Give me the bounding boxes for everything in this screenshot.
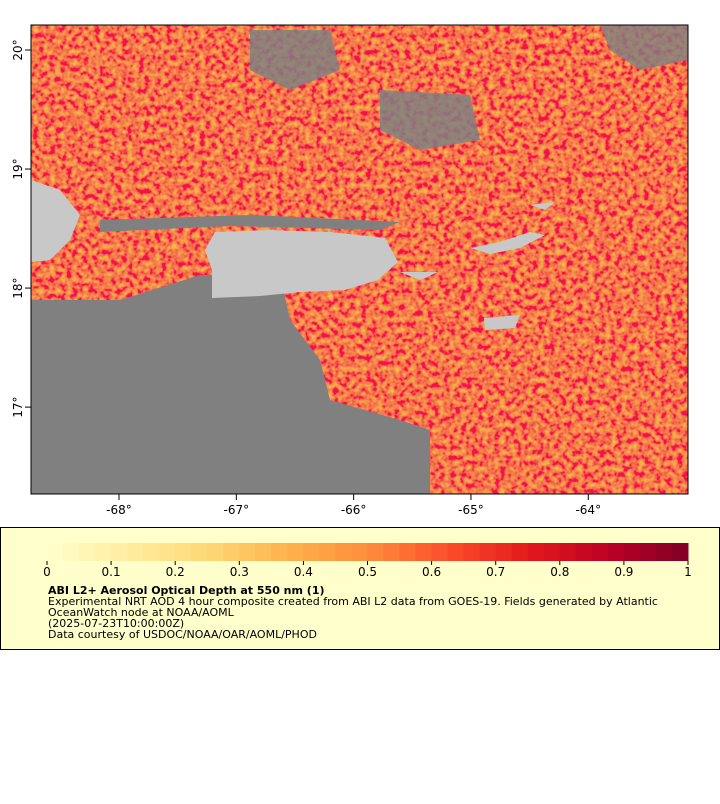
map-raster (31, 25, 688, 494)
island (31, 180, 80, 262)
y-tick-label: 17° (11, 396, 25, 417)
colorbar-tick-label: 1 (684, 565, 692, 579)
colorbar-step (63, 543, 80, 561)
colorbar-step (543, 543, 561, 561)
colorbar-tick-label: 0.3 (230, 565, 249, 579)
colorbar-step (255, 543, 272, 561)
colorbar-step (319, 543, 336, 561)
colorbar-step (367, 543, 385, 561)
x-tick-label: -67° (224, 503, 250, 517)
colorbar-step (447, 543, 465, 561)
colorbar-step (159, 543, 176, 561)
colorbar-step (591, 543, 609, 561)
y-tick-label: 18° (11, 277, 25, 298)
no-data (100, 215, 400, 232)
colorbar-tick-label: 0.4 (294, 565, 313, 579)
colorbar-step (271, 543, 288, 561)
colorbar-tick-label: 0.5 (358, 565, 377, 579)
island (205, 230, 398, 298)
map-frame (30, 24, 689, 495)
y-tick-label: 19° (11, 158, 25, 179)
no-data (31, 275, 430, 494)
colorbar-step (191, 543, 208, 561)
colorbar-tick-label: 0 (43, 565, 51, 579)
colorbar-step (143, 543, 160, 561)
colorbar-tick-label: 0.1 (102, 565, 121, 579)
colorbar-tick-label: 0.2 (166, 565, 185, 579)
colorbar-step (607, 543, 625, 561)
colorbar-step (95, 543, 112, 561)
island (484, 315, 520, 330)
colorbar-step (623, 543, 641, 561)
colorbar-tick-label: 0.8 (550, 565, 569, 579)
colorbar-step (495, 543, 513, 561)
no-data (380, 90, 480, 150)
legend-line: (2025-07-23T10:00:00Z) (48, 617, 184, 630)
colorbar-step (463, 543, 481, 561)
colorbar-step (639, 543, 657, 561)
x-tick-label: -68° (106, 503, 132, 517)
colorbar-step (47, 543, 64, 561)
colorbar-step (127, 543, 144, 561)
legend-line: Data courtesy of USDOC/NOAA/OAR/AOML/PHO… (48, 628, 317, 641)
no-data (250, 30, 340, 90)
colorbar-step (399, 543, 417, 561)
island (400, 272, 438, 280)
colorbar-step (511, 543, 529, 561)
colorbar-step (351, 543, 368, 561)
colorbar-step (335, 543, 352, 561)
legend-line: Experimental NRT AOD 4 hour composite cr… (48, 595, 658, 608)
colorbar-step (431, 543, 449, 561)
colorbar-step (527, 543, 545, 561)
colorbar-step (207, 543, 224, 561)
colorbar-step (79, 543, 96, 561)
x-tick-label: -66° (341, 503, 367, 517)
colorbar-tick-label: 0.9 (614, 565, 633, 579)
colorbar-step (415, 543, 433, 561)
no-data (600, 25, 688, 70)
x-tick-label: -64° (575, 503, 601, 517)
colorbar-step (671, 543, 689, 561)
colorbar-step (575, 543, 593, 561)
colorbar-tick-label: 0.6 (422, 565, 441, 579)
colorbar-tick-label: 0.7 (486, 565, 505, 579)
colorbar-step (287, 543, 304, 561)
colorbar-step (383, 543, 401, 561)
legend-line: OceanWatch node at NOAA/AOML (48, 606, 235, 619)
colorbar-step (479, 543, 497, 561)
island (470, 232, 545, 254)
y-tick-label: 20° (11, 39, 25, 60)
colorbar-step (655, 543, 673, 561)
colorbar-step (111, 543, 128, 561)
colorbar-step (239, 543, 256, 561)
colorbar-step (303, 543, 320, 561)
legend-title: ABI L2+ Aerosol Optical Depth at 550 nm … (48, 584, 325, 597)
colorbar-step (175, 543, 192, 561)
colorbar-step (559, 543, 577, 561)
island (530, 202, 555, 210)
x-tick-label: -65° (458, 503, 484, 517)
colorbar-step (223, 543, 240, 561)
